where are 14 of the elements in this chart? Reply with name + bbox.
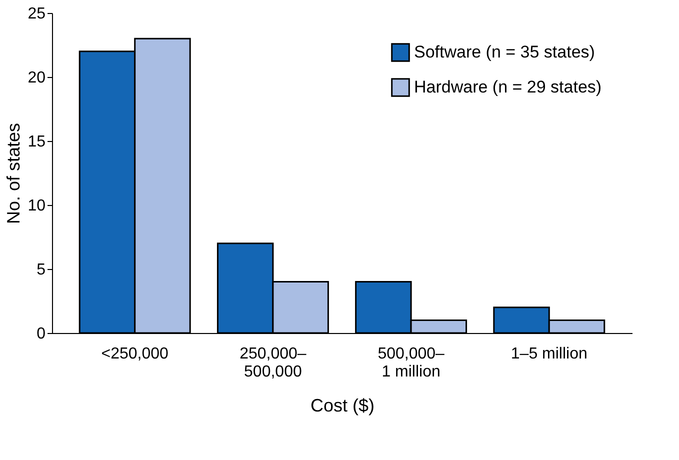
y-tick-label: 10 [28,198,46,214]
y-tick-label: 25 [28,6,46,22]
x-tick-label: 500,000– 1 million [378,346,445,380]
y-tick-label: 5 [36,262,46,278]
y-tick-label: 0 [36,326,46,342]
y-tick-label: 20 [28,70,46,86]
x-tick-label: 250,000– 500,000 [240,346,306,380]
legend-label: Software (n = 35 states) [414,42,595,62]
y-axis-title: No. of states [4,122,24,224]
x-tick-label: <250,000 [101,346,169,362]
x-axis-title: Cost ($) [310,396,375,416]
legend-label: Hardware (n = 29 states) [414,78,602,96]
x-tick-label: 1–5 million [510,346,588,362]
y-tick-label: 15 [28,134,46,150]
